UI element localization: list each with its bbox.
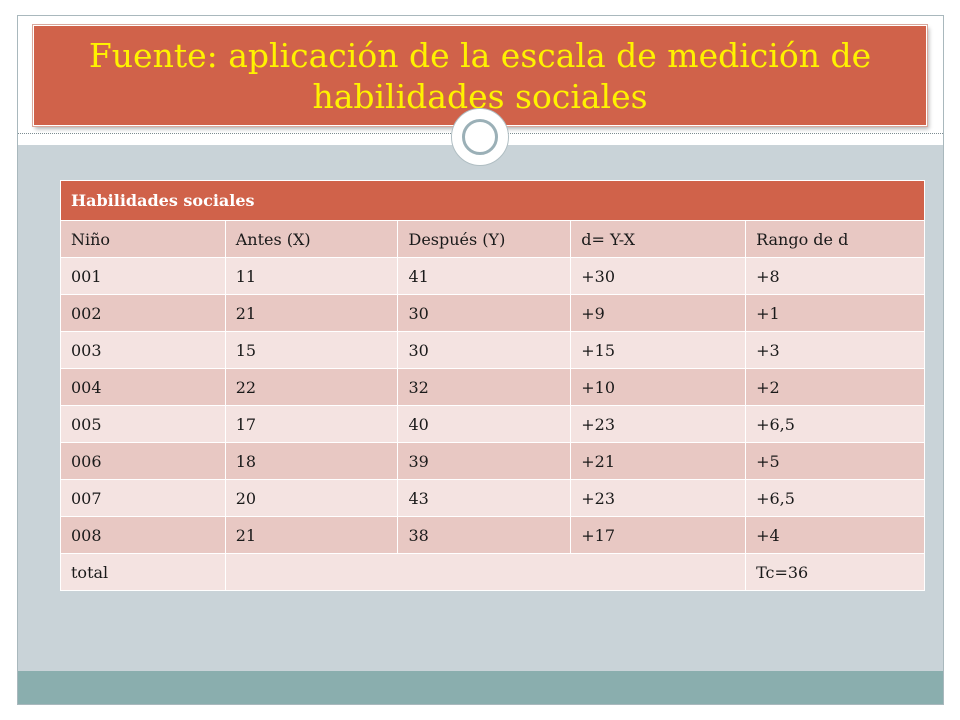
table-row: 001 11 41 +30 +8 [60, 257, 925, 295]
table-total-row: total Tc=36 [60, 553, 925, 591]
table-cell: 22 [224, 368, 399, 406]
table-cell: 43 [397, 479, 572, 517]
table-row: 002 21 30 +9 +1 [60, 294, 925, 332]
column-header: Después (Y) [397, 220, 572, 258]
table-cell: +30 [570, 257, 747, 295]
table-caption: Habilidades sociales [60, 180, 925, 221]
table-cell: 20 [224, 479, 399, 517]
total-label: total [60, 553, 226, 591]
table-cell: 40 [397, 405, 572, 443]
table-cell: +5 [745, 442, 925, 480]
table-cell: +4 [745, 516, 925, 554]
table-cell: 005 [60, 405, 226, 443]
column-header: Niño [60, 220, 226, 258]
table-cell: +1 [745, 294, 925, 332]
table-cell: 003 [60, 331, 226, 369]
column-header: Rango de d [745, 220, 925, 258]
total-value: Tc=36 [745, 553, 925, 591]
table-cell: +3 [745, 331, 925, 369]
table-cell: 41 [397, 257, 572, 295]
column-header: Antes (X) [224, 220, 399, 258]
table-cell: 21 [224, 516, 399, 554]
table-cell: +15 [570, 331, 747, 369]
table-cell: 001 [60, 257, 226, 295]
table-cell: 39 [397, 442, 572, 480]
table-cell: 15 [224, 331, 399, 369]
table-cell: 004 [60, 368, 226, 406]
table-cell: +6,5 [745, 479, 925, 517]
table-cell: 30 [397, 294, 572, 332]
table-row: 004 22 32 +10 +2 [60, 368, 925, 406]
table-cell: 21 [224, 294, 399, 332]
table-cell: 006 [60, 442, 226, 480]
table-cell: +10 [570, 368, 747, 406]
table-header-row: Niño Antes (X) Después (Y) d= Y-X Rango … [60, 220, 925, 258]
table-cell: 007 [60, 479, 226, 517]
decorative-ring-inner [462, 119, 498, 155]
slide-title: Fuente: aplicación de la escala de medic… [88, 35, 872, 116]
total-empty-cell [224, 553, 747, 591]
table-cell: 38 [397, 516, 572, 554]
table-cell: 30 [397, 331, 572, 369]
table-cell: +17 [570, 516, 747, 554]
table-cell: 11 [224, 257, 399, 295]
table-row: 008 21 38 +17 +4 [60, 516, 925, 554]
title-box: Fuente: aplicación de la escala de medic… [33, 25, 927, 126]
table-cell: +23 [570, 479, 747, 517]
table-row: 006 18 39 +21 +5 [60, 442, 925, 480]
table-cell: +2 [745, 368, 925, 406]
footer-band [18, 671, 943, 704]
table-row: 007 20 43 +23 +6,5 [60, 479, 925, 517]
table-cell: +9 [570, 294, 747, 332]
table-cell: +23 [570, 405, 747, 443]
column-header: d= Y-X [570, 220, 747, 258]
table-cell: +6,5 [745, 405, 925, 443]
table-cell: 32 [397, 368, 572, 406]
table-row: 005 17 40 +23 +6,5 [60, 405, 925, 443]
table-row: 003 15 30 +15 +3 [60, 331, 925, 369]
table-cell: 008 [60, 516, 226, 554]
table-cell: +21 [570, 442, 747, 480]
data-table: Habilidades sociales Niño Antes (X) Desp… [60, 180, 925, 591]
table-cell: 17 [224, 405, 399, 443]
table-cell: +8 [745, 257, 925, 295]
table-caption-row: Habilidades sociales [60, 180, 925, 221]
table-cell: 002 [60, 294, 226, 332]
table-cell: 18 [224, 442, 399, 480]
